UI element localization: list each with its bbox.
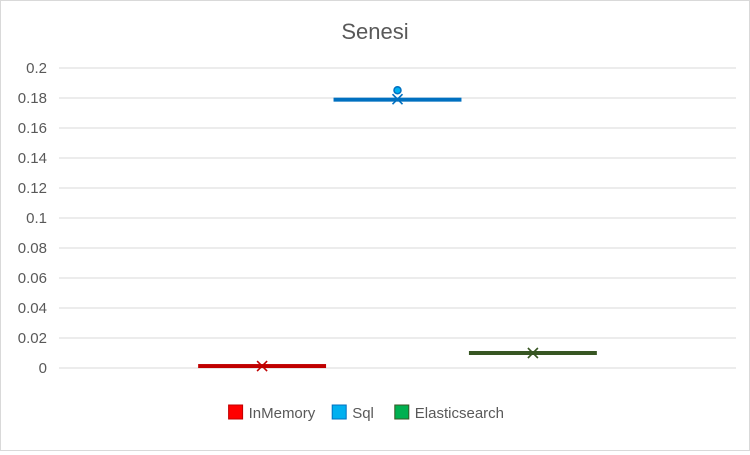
y-tick-label: 0.14 [18, 150, 47, 167]
legend-swatch [331, 404, 347, 420]
y-tick-label: 0.12 [18, 180, 47, 197]
gridlines [59, 67, 736, 369]
box-inmemory [198, 360, 327, 372]
y-tick-label: 0.02 [18, 330, 47, 347]
y-tick-label: 0.18 [18, 90, 47, 107]
legend: InMemory Sql Elasticsearch [228, 404, 504, 422]
y-tick-label: 0.2 [26, 60, 47, 77]
legend-swatch [394, 404, 410, 420]
mean-marker [391, 93, 404, 105]
boxes [198, 85, 597, 372]
y-tick-label: 0.04 [18, 300, 47, 317]
y-tick-label: 0.06 [18, 270, 47, 287]
legend-item-inmemory: InMemory [228, 404, 316, 422]
y-tick-label: 0.1 [26, 210, 47, 227]
mean-marker [256, 360, 268, 372]
y-tick-label: 0.08 [18, 240, 47, 257]
box-elasticsearch [468, 347, 597, 359]
y-axis-tick-labels: 0 0.02 0.04 0.06 0.08 0.1 0.12 0.14 0.16 0.18 0.2 [18, 60, 47, 377]
legend-item-elasticsearch: Elasticsearch [394, 404, 504, 422]
legend-label: Sql [352, 405, 374, 422]
y-tick-label: 0.16 [18, 120, 47, 137]
chart-title: Senesi [341, 19, 408, 44]
legend-label: Elasticsearch [415, 405, 504, 422]
legend-label: InMemory [249, 405, 316, 422]
outlier-point [393, 85, 402, 95]
legend-item-sql: Sql [331, 404, 374, 422]
mean-marker [527, 347, 539, 359]
y-tick-label: 0 [39, 360, 47, 377]
box-sql [333, 85, 462, 105]
legend-swatch [228, 404, 244, 420]
